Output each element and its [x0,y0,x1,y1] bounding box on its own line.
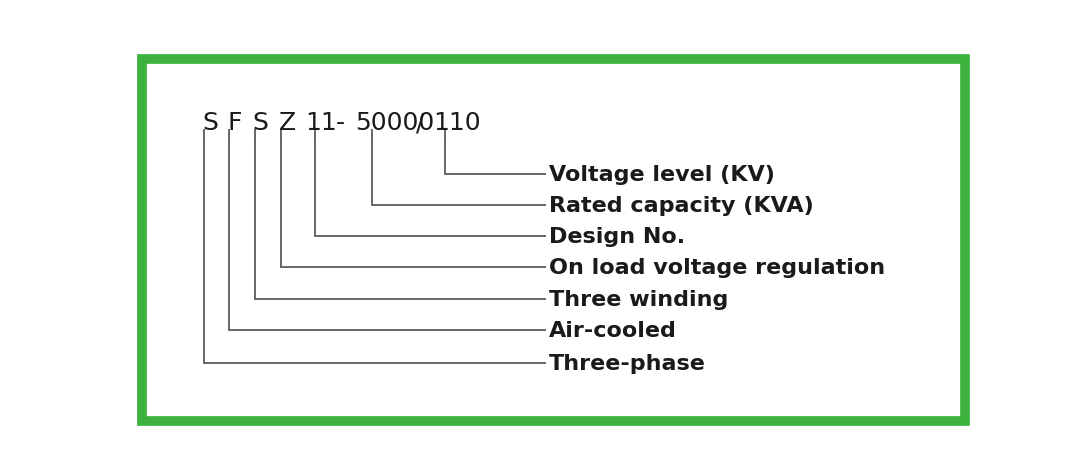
Text: Air-cooled: Air-cooled [550,320,677,340]
Text: Three winding: Three winding [550,289,729,309]
Text: 50000: 50000 [355,111,434,135]
Text: Z: Z [279,111,296,135]
Text: On load voltage regulation: On load voltage regulation [550,258,886,278]
Text: /: / [416,111,424,135]
Text: 11: 11 [305,111,337,135]
Text: F: F [227,111,242,135]
Text: Design No.: Design No. [550,227,686,247]
Text: 110: 110 [433,111,481,135]
Text: Rated capacity (KVA): Rated capacity (KVA) [550,196,814,216]
Text: Voltage level (KV): Voltage level (KV) [550,164,775,184]
Text: Three-phase: Three-phase [550,353,706,373]
Text: S: S [253,111,268,135]
Text: -: - [336,111,345,135]
Text: S: S [202,111,218,135]
